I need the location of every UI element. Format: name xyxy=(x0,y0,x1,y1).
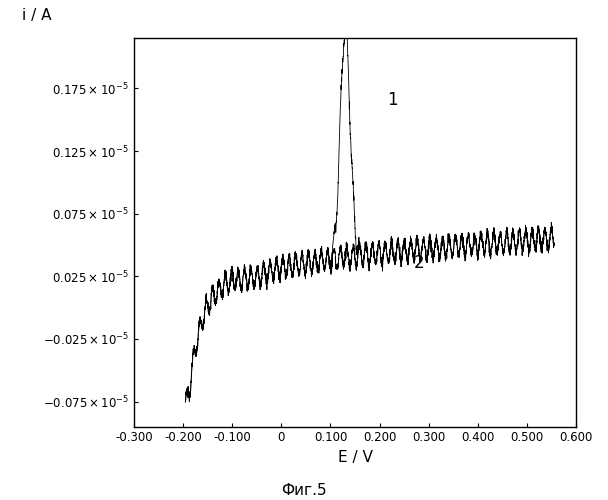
Text: 2: 2 xyxy=(414,254,424,272)
Text: Фиг.5: Фиг.5 xyxy=(281,483,327,498)
Y-axis label: i / A: i / A xyxy=(22,8,51,23)
Text: 1: 1 xyxy=(387,91,398,109)
X-axis label: E / V: E / V xyxy=(337,450,373,465)
